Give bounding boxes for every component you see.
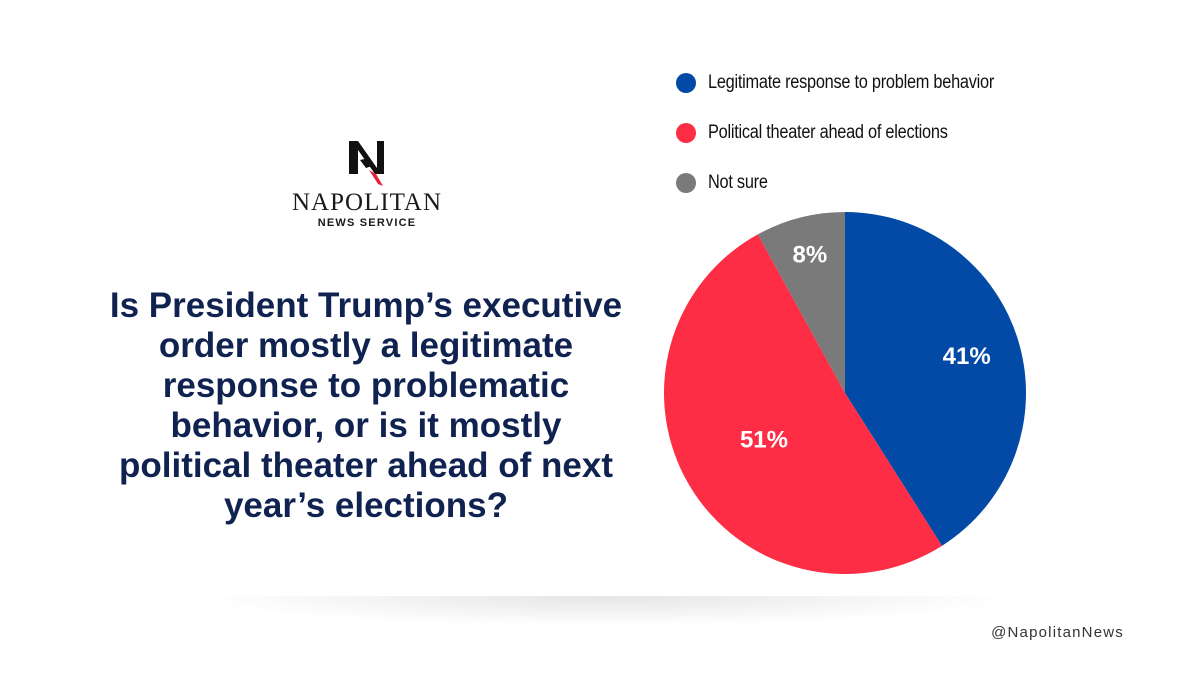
brand-name: NAPOLITAN	[292, 189, 443, 216]
legend-swatch	[676, 73, 696, 93]
chart-legend: Legitimate response to problem behavior …	[676, 58, 1041, 208]
legend-item-legitimate: Legitimate response to problem behavior	[676, 58, 1041, 108]
pie-data-label: 41%	[943, 343, 991, 370]
legend-label: Not sure	[708, 172, 768, 193]
legend-label: Legitimate response to problem behavior	[708, 72, 995, 93]
card-shadow	[190, 596, 1020, 626]
slice-political-theater	[664, 234, 942, 574]
pie-data-label: 51%	[740, 426, 788, 453]
social-handle: @NapolitanNews	[991, 624, 1124, 641]
brand-subtitle: NEWS SERVICE	[317, 217, 417, 229]
legend-swatch	[676, 123, 696, 143]
slice-not-sure	[757, 212, 845, 393]
legend-swatch	[676, 173, 696, 193]
slice-legitimate	[845, 212, 1026, 546]
pie-data-label: 8%	[793, 242, 828, 269]
brand-logo: NAPOLITAN NEWS SERVICE	[292, 138, 442, 238]
legend-item-political-theater: Political theater ahead of elections	[676, 108, 1041, 158]
pie-chart-svg: 41% 51% 8%	[664, 212, 1026, 574]
legend-item-not-sure: Not sure	[676, 158, 1041, 208]
legend-label: Political theater ahead of elections	[708, 122, 948, 143]
poll-question: Is President Trump’s executive order mos…	[109, 286, 623, 525]
napolitan-n-icon	[349, 141, 384, 186]
pie-chart: 41% 51% 8%	[660, 208, 1030, 578]
